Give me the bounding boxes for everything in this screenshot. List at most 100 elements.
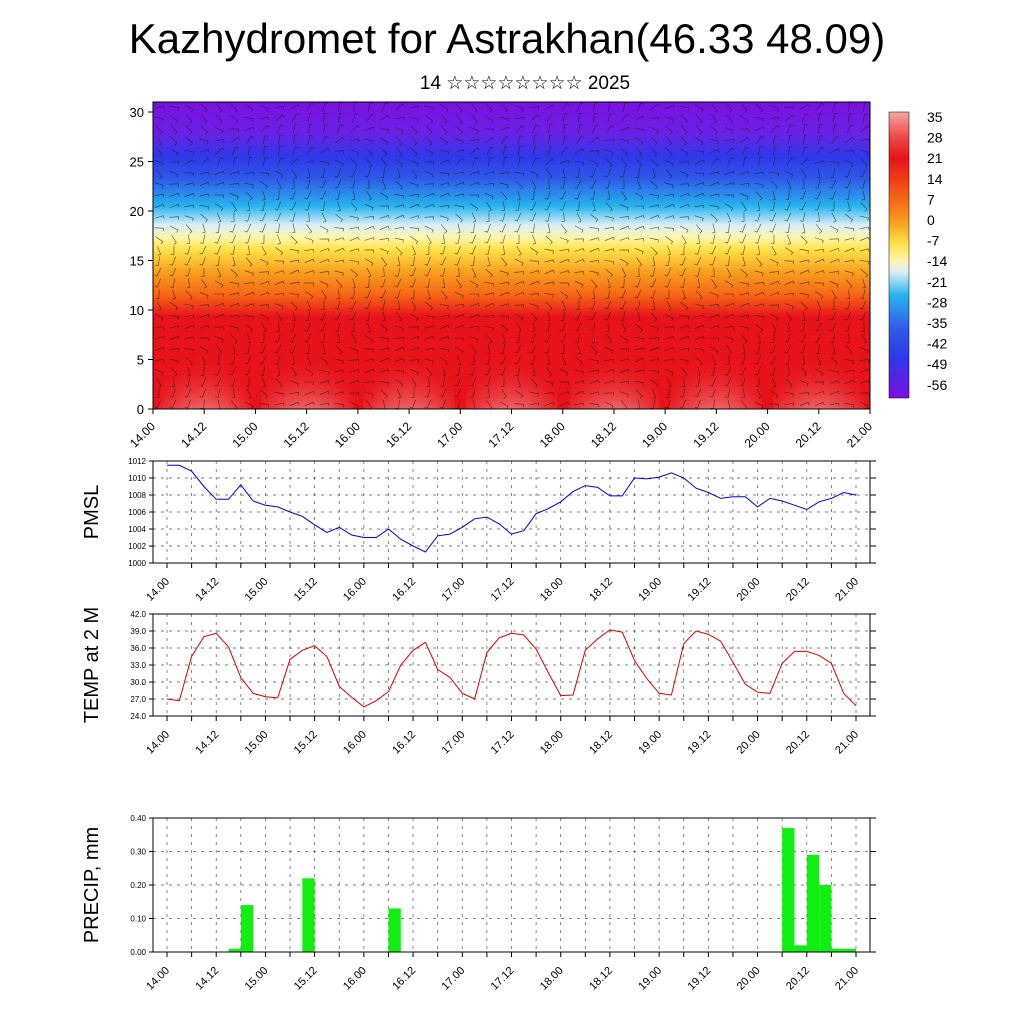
wind-barb bbox=[323, 124, 328, 134]
wind-barb bbox=[593, 113, 598, 123]
wind-barb bbox=[351, 334, 357, 344]
wind-barb bbox=[396, 256, 401, 267]
wind-barb bbox=[754, 291, 765, 296]
wind-barb bbox=[307, 113, 313, 123]
x-tick-label: 16.12 bbox=[383, 419, 414, 450]
wind-barb bbox=[215, 256, 220, 266]
wind-barb bbox=[199, 346, 209, 354]
wind-barb bbox=[349, 359, 360, 363]
wind-barb bbox=[604, 248, 615, 252]
wind-barb bbox=[306, 146, 315, 155]
wind-barb bbox=[216, 345, 223, 355]
wind-barb bbox=[320, 356, 328, 366]
wind-barb bbox=[724, 182, 735, 186]
wind-barb bbox=[679, 183, 689, 187]
wind-barb bbox=[814, 190, 822, 200]
wind-barb bbox=[739, 314, 750, 318]
wind-barb bbox=[411, 300, 417, 311]
y-axis-label: PRECIP, mm bbox=[81, 827, 103, 943]
wind-barb bbox=[350, 268, 358, 278]
wind-barb bbox=[589, 322, 596, 332]
wind-barb bbox=[724, 245, 731, 255]
wind-barb bbox=[577, 344, 581, 355]
wind-barb bbox=[319, 380, 330, 384]
wind-barb bbox=[544, 104, 555, 110]
wind-barb bbox=[199, 181, 210, 186]
x-tick-label: 17.12 bbox=[485, 419, 516, 450]
wind-barb bbox=[590, 214, 599, 223]
wind-barb bbox=[814, 258, 825, 263]
wind-barb bbox=[604, 138, 615, 142]
wind-barb bbox=[859, 248, 870, 252]
x-tick-label: 20.00 bbox=[735, 729, 763, 757]
wind-barb bbox=[575, 201, 580, 211]
page-subtitle: 14 ☆☆☆☆☆☆☆☆ 2025 bbox=[419, 73, 631, 94]
wind-barb bbox=[394, 126, 404, 134]
wind-barb bbox=[425, 125, 433, 135]
wind-barb bbox=[230, 334, 238, 344]
wind-barb bbox=[859, 380, 870, 384]
wind-barb bbox=[860, 202, 868, 212]
wind-barb bbox=[651, 300, 655, 311]
wind-barb bbox=[544, 201, 552, 211]
wind-barb bbox=[199, 313, 210, 318]
wind-barb bbox=[154, 336, 165, 340]
wind-barb bbox=[816, 212, 820, 222]
wind-barb bbox=[709, 292, 719, 299]
wind-barb bbox=[784, 106, 795, 110]
wind-barb bbox=[709, 193, 720, 197]
wind-barb bbox=[394, 325, 404, 332]
x-tick-label: 16.00 bbox=[332, 419, 363, 450]
wind-barb bbox=[366, 113, 375, 122]
wind-barb bbox=[424, 388, 431, 398]
wind-barb bbox=[184, 256, 192, 266]
wind-barb bbox=[456, 355, 462, 366]
wind-barb bbox=[829, 259, 840, 263]
wind-barb bbox=[157, 245, 161, 256]
wind-barb bbox=[379, 248, 389, 255]
wind-barb bbox=[169, 358, 179, 365]
wind-barb bbox=[664, 160, 674, 167]
wind-barb bbox=[770, 125, 780, 133]
warm-surface-area bbox=[465, 339, 558, 409]
wind-barb bbox=[546, 179, 550, 189]
wind-barb bbox=[184, 182, 195, 186]
wind-barb bbox=[274, 303, 284, 310]
warm-surface-area bbox=[260, 339, 353, 409]
x-tick-label: 14.00 bbox=[144, 576, 172, 604]
wind-barb bbox=[620, 335, 629, 344]
wind-barb bbox=[664, 215, 675, 219]
precip-bar bbox=[782, 828, 795, 952]
wind-barb bbox=[394, 204, 405, 208]
wind-barb bbox=[829, 280, 839, 288]
wind-barb bbox=[499, 212, 506, 222]
wind-barb bbox=[469, 326, 480, 330]
wind-barb bbox=[530, 190, 535, 200]
wind-barb bbox=[710, 114, 718, 124]
wind-barb bbox=[709, 313, 720, 318]
wind-barb bbox=[622, 102, 628, 112]
wind-barb bbox=[769, 258, 779, 266]
wind-barb bbox=[379, 380, 389, 386]
wind-barb bbox=[859, 311, 866, 321]
wind-barb bbox=[514, 304, 524, 308]
wind-barb bbox=[184, 245, 191, 255]
wind-barb bbox=[289, 344, 296, 354]
wind-barb bbox=[784, 260, 794, 265]
wind-barb bbox=[516, 234, 520, 244]
wind-barb bbox=[680, 125, 688, 135]
wind-barb bbox=[621, 191, 627, 201]
wind-barb bbox=[184, 192, 195, 197]
wind-barb bbox=[784, 333, 791, 343]
wind-barb bbox=[650, 180, 658, 190]
precip-bar bbox=[228, 948, 241, 952]
wind-barb bbox=[621, 267, 627, 278]
colorbar-label: -7 bbox=[927, 233, 940, 249]
wind-barb bbox=[471, 355, 475, 365]
wind-barb bbox=[289, 380, 299, 387]
wind-barb bbox=[364, 126, 375, 132]
wind-barb bbox=[514, 355, 522, 365]
wind-barb bbox=[589, 237, 600, 241]
wind-barb bbox=[709, 377, 716, 387]
wind-barb bbox=[394, 346, 405, 351]
